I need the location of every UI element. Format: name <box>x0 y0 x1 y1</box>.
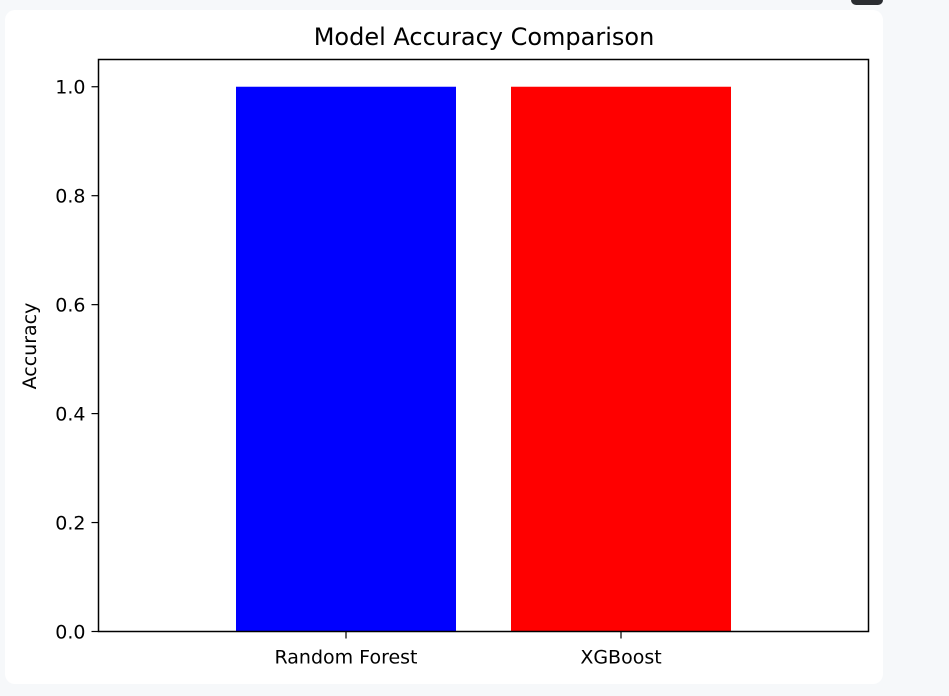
y-axis-ticks: 0.0 0.2 0.4 0.6 0.8 1.0 <box>55 77 99 644</box>
x-tick-label: XGBoost <box>580 647 661 669</box>
bars-group <box>236 86 731 632</box>
y-tick-label: 0.0 <box>55 622 85 644</box>
y-tick-label: 0.8 <box>55 186 85 208</box>
y-axis-label: Accuracy <box>19 303 41 390</box>
window-control-chip <box>851 0 883 5</box>
plot-area-frame <box>97 58 870 633</box>
x-axis-ticks: Random Forest XGBoost <box>274 631 662 669</box>
bar-random-forest <box>236 86 456 632</box>
y-tick-label: 0.4 <box>55 404 85 426</box>
y-tick-label: 0.6 <box>55 295 85 317</box>
y-tick-label: 1.0 <box>55 77 85 99</box>
bar-xgboost <box>511 86 731 632</box>
chart-title: Model Accuracy Comparison <box>314 23 655 51</box>
x-tick-label: Random Forest <box>274 647 417 669</box>
y-tick-label: 0.2 <box>55 513 85 535</box>
